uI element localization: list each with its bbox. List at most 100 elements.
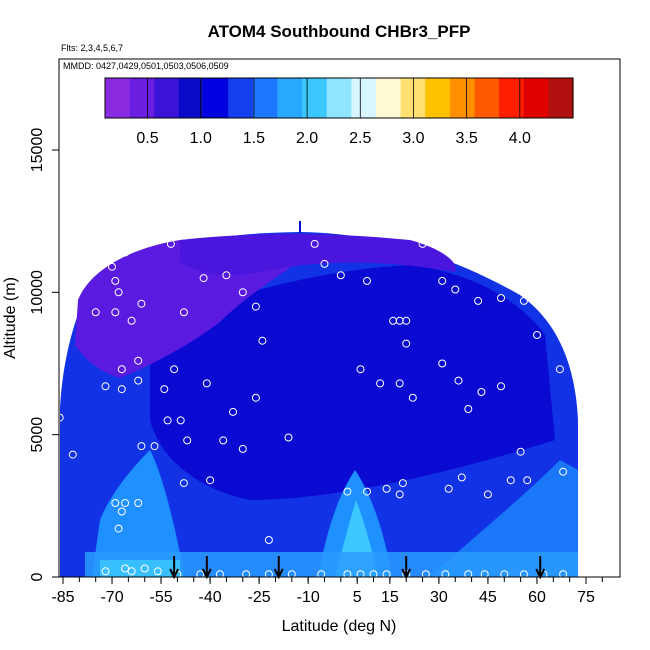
sample-point [121,499,130,507]
field-purple-top [180,234,456,276]
sample-point [395,490,404,499]
sample-point [336,271,345,280]
sample-point [320,259,329,268]
sample-point [284,433,293,442]
sample-point [451,285,460,294]
sample-point [242,570,251,579]
x-tick-label: 5 [353,589,362,606]
sample-point [160,385,169,394]
sample-point [363,276,371,285]
colorbar-segment [302,78,328,118]
sample-point [179,479,188,488]
sample-point [127,316,136,325]
x-tick-label: 45 [479,589,497,606]
x-tick-label: 75 [577,589,595,606]
sample-point [343,570,352,579]
sample-point [111,499,120,507]
sample-point [251,302,260,311]
plot-frame [58,58,621,578]
colorbar-segment [523,78,549,118]
sample-point [127,567,136,576]
x-tick-label: -25 [248,589,271,606]
colorbar-segment [425,78,451,118]
sample-point [117,365,126,374]
sample-point [421,570,430,579]
x-tick-label: 15 [381,589,399,606]
sample-point [121,564,130,573]
colorbar-tick-label: 2.0 [296,130,318,147]
sample-point [376,379,385,388]
y-tick-label: 0 [29,572,46,581]
x-tick-label: 60 [528,589,546,606]
sample-point [516,447,525,456]
sample-point [170,365,179,374]
sample-point [111,308,120,317]
colorbar-tick-label: 2.5 [349,130,371,147]
sample-point [418,239,427,248]
colorbar-segment [228,78,254,118]
sample-point [356,570,365,579]
sample-point [454,376,463,385]
sample-point [65,299,74,308]
y-tick-label: 10000 [29,270,46,315]
sample-point [519,570,528,579]
sample-point [559,570,568,579]
sample-point [264,536,273,544]
sample-point [238,444,247,453]
sample-point [408,393,417,402]
colorbar-tick-label: 1.0 [190,130,212,147]
y-axis-label: Altitude (m) [2,277,19,359]
sample-point [480,570,489,579]
colorbar-segment [449,78,476,118]
colorbar-segment [252,78,279,118]
sample-points [55,239,568,579]
colorbar-segment [548,78,574,118]
sample-point [363,487,371,496]
sample-point [464,570,473,579]
sample-point [398,479,407,488]
sample-point [519,296,528,305]
x-tick-label: -85 [51,589,74,606]
sample-point [176,416,185,425]
sample-point [219,436,228,445]
sample-point [163,416,172,425]
field-deep-blue-band [150,265,555,500]
sample-point [196,570,205,579]
sample-point [117,507,126,516]
sample-point [229,407,237,416]
sample-point [140,564,149,573]
sample-point [258,336,267,345]
sample-point [68,450,77,459]
sample-point [202,379,211,388]
colorbar-segment [203,78,229,118]
chart-title: ATOM4 Southbound CHBr3_PFP [208,22,471,41]
sample-point [457,473,466,482]
sample-point [559,467,568,476]
sample-point [101,382,110,391]
sample-point [506,476,515,485]
sample-point [523,476,532,485]
sample-point [264,570,273,579]
sample-point [444,484,453,493]
sample-point [474,296,483,305]
sample-point [111,276,120,285]
sample-point [464,405,473,413]
sample-point [134,376,143,385]
sample-point [382,570,391,579]
sample-point [441,570,450,579]
sample-point [317,570,326,579]
dates-label: MMDD: 0427,0429,0501,0503,0506,0509 [63,61,229,71]
sample-point [134,356,143,365]
sample-point [402,316,411,325]
sample-point [402,339,411,348]
colorbar-segment [375,78,402,118]
sample-point [251,393,260,402]
field-surface-cyan-left [100,560,180,577]
colorbar-segment [474,78,500,118]
x-tick-label: -70 [100,589,123,606]
sample-point [183,436,192,445]
colorbar-frame [104,77,574,119]
y-tick-label: 15000 [29,128,46,173]
sample-point [310,239,319,248]
